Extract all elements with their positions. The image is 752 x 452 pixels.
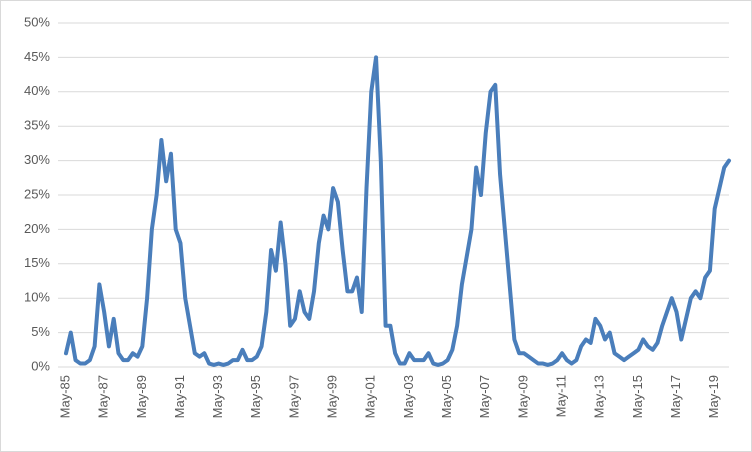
y-tick-label: 35%: [24, 118, 50, 133]
x-tick-label: May-97: [286, 375, 301, 418]
x-tick-label: May-99: [325, 375, 340, 418]
x-tick-label: May-89: [134, 375, 149, 418]
x-tick-label: May-91: [172, 375, 187, 418]
y-tick-label: 15%: [24, 255, 50, 270]
x-tick-label: May-09: [515, 375, 530, 418]
x-tick-label: May-93: [210, 375, 225, 418]
y-tick-label: 40%: [24, 83, 50, 98]
y-tick-label: 0%: [31, 358, 50, 373]
y-tick-label: 10%: [24, 290, 50, 305]
x-tick-label: May-95: [248, 375, 263, 418]
x-tick-label: May-13: [592, 375, 607, 418]
y-tick-label: 25%: [24, 186, 50, 201]
y-tick-label: 45%: [24, 49, 50, 64]
x-tick-label: May-17: [668, 375, 683, 418]
x-tick-label: May-05: [439, 375, 454, 418]
data-line: [64, 55, 731, 367]
x-tick-label: May-85: [57, 375, 72, 418]
y-tick-label: 20%: [24, 221, 50, 236]
x-tick-label: May-11: [553, 375, 568, 417]
y-tick-label: 5%: [31, 324, 50, 339]
x-tick-label: May-01: [363, 375, 378, 418]
x-tick-label: May-07: [477, 375, 492, 418]
y-tick-label: 30%: [24, 152, 50, 167]
x-tick-label: May-19: [706, 375, 721, 418]
y-tick-label: 50%: [24, 14, 50, 29]
x-tick-label: May-87: [96, 375, 111, 418]
x-tick-label: May-15: [630, 375, 645, 418]
x-tick-label: May-03: [401, 375, 416, 418]
